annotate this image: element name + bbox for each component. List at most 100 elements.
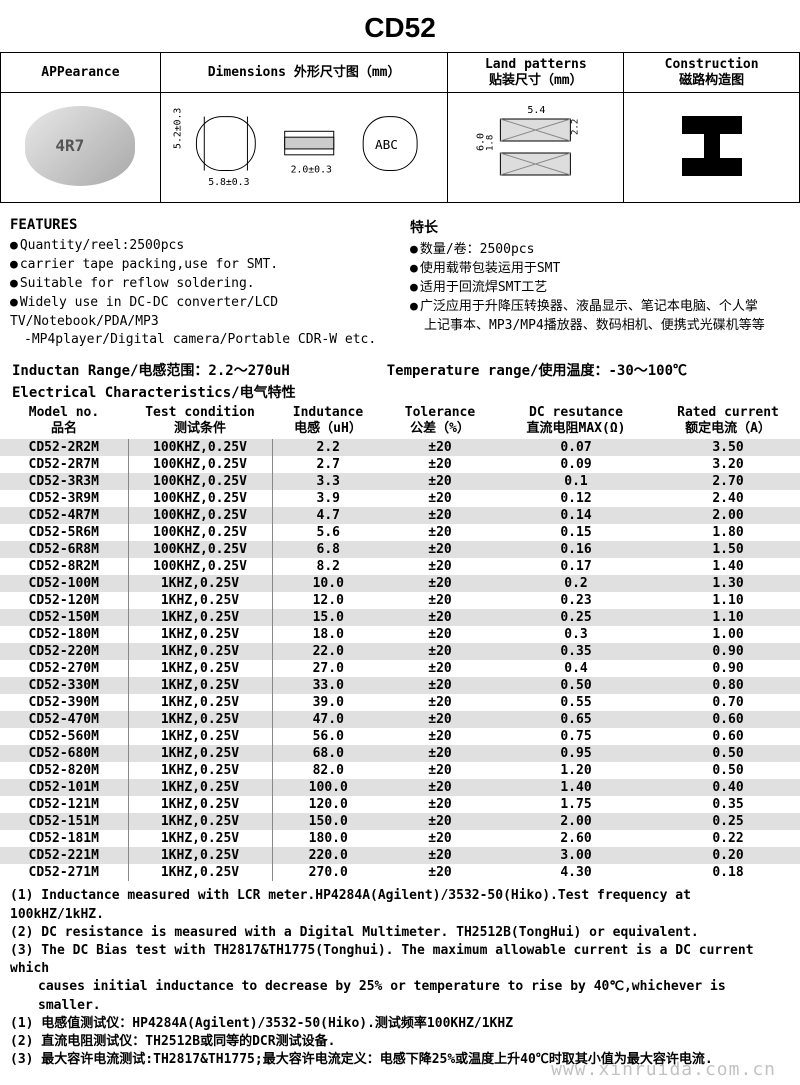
table-cell: 0.90 bbox=[656, 643, 800, 660]
table-cell: 4.30 bbox=[496, 864, 656, 881]
table-cell: ±20 bbox=[384, 626, 496, 643]
table-header: Indutance电感（uH） bbox=[272, 404, 384, 439]
table-cell: 1.20 bbox=[496, 762, 656, 779]
th-dimensions: Dimensions 外形尺寸图（mm） bbox=[160, 53, 448, 93]
table-cell: ±20 bbox=[384, 711, 496, 728]
table-cell: 0.50 bbox=[496, 677, 656, 694]
th-appearance: APPearance bbox=[1, 53, 161, 93]
table-cell: 4.7 bbox=[272, 507, 384, 524]
table-cell: 0.09 bbox=[496, 456, 656, 473]
table-cell: CD52-680M bbox=[0, 745, 128, 762]
th-land: Land patterns 贴装尺寸（mm） bbox=[448, 53, 624, 93]
table-cell: ±20 bbox=[384, 575, 496, 592]
table-header: DC resutance直流电阻MAX(Ω) bbox=[496, 404, 656, 439]
table-cell: 3.00 bbox=[496, 847, 656, 864]
table-cell: 0.55 bbox=[496, 694, 656, 711]
table-cell: 22.0 bbox=[272, 643, 384, 660]
table-row: CD52-101M1KHZ,0.25V100.0±201.400.40 bbox=[0, 779, 800, 796]
table-cell: 1KHZ,0.25V bbox=[128, 864, 272, 881]
table-cell: 1KHZ,0.25V bbox=[128, 592, 272, 609]
table-cell: 15.0 bbox=[272, 609, 384, 626]
table-cell: 220.0 bbox=[272, 847, 384, 864]
table-cell: CD52-6R8M bbox=[0, 541, 128, 558]
note-line: (1) Inductance measured with LCR meter.H… bbox=[10, 887, 790, 923]
table-row: CD52-270M1KHZ,0.25V27.0±200.40.90 bbox=[0, 660, 800, 677]
table-cell: 120.0 bbox=[272, 796, 384, 813]
construction-cell bbox=[624, 93, 800, 203]
table-cell: 0.17 bbox=[496, 558, 656, 575]
table-cell: 1.80 bbox=[656, 524, 800, 541]
table-cell: 0.35 bbox=[496, 643, 656, 660]
table-cell: CD52-3R3M bbox=[0, 473, 128, 490]
table-cell: CD52-330M bbox=[0, 677, 128, 694]
table-cell: 1KHZ,0.25V bbox=[128, 609, 272, 626]
table-cell: 1KHZ,0.25V bbox=[128, 626, 272, 643]
table-cell: 56.0 bbox=[272, 728, 384, 745]
table-row: CD52-820M1KHZ,0.25V82.0±201.200.50 bbox=[0, 762, 800, 779]
table-cell: CD52-3R9M bbox=[0, 490, 128, 507]
table-cell: 1KHZ,0.25V bbox=[128, 677, 272, 694]
table-cell: ±20 bbox=[384, 694, 496, 711]
table-cell: ±20 bbox=[384, 592, 496, 609]
feature-line: -MP4player/Digital camera/Portable CDR-W… bbox=[10, 331, 390, 350]
note-line: (2) DC resistance is measured with a Dig… bbox=[10, 924, 790, 942]
th-construction: Construction 磁路构造图 bbox=[624, 53, 800, 93]
table-cell: ±20 bbox=[384, 728, 496, 745]
note-line: (1) 电感值测试仪：HP4284A(Agilent)/3532-50(Hiko… bbox=[10, 1015, 790, 1033]
table-cell: 2.00 bbox=[656, 507, 800, 524]
feature-line: Widely use in DC-DC converter/LCD TV/Not… bbox=[10, 294, 390, 332]
table-cell: ±20 bbox=[384, 439, 496, 456]
table-cell: CD52-220M bbox=[0, 643, 128, 660]
table-cell: 33.0 bbox=[272, 677, 384, 694]
data-table: Model no.品名Test condition测试条件Indutance电感… bbox=[0, 404, 800, 881]
table-cell: 0.25 bbox=[656, 813, 800, 830]
features-en-col: FEATURES Quantity/reel:2500pcscarrier ta… bbox=[10, 217, 390, 350]
table-cell: ±20 bbox=[384, 796, 496, 813]
features-cn-col: 特长 数量/卷：2500pcs使用载带包装运用于SMT适用于回流焊SMT工艺广泛… bbox=[410, 217, 790, 350]
table-cell: 100KHZ,0.25V bbox=[128, 439, 272, 456]
table-cell: ±20 bbox=[384, 677, 496, 694]
table-cell: CD52-150M bbox=[0, 609, 128, 626]
table-cell: 100KHZ,0.25V bbox=[128, 558, 272, 575]
table-cell: 1KHZ,0.25V bbox=[128, 728, 272, 745]
table-row: CD52-390M1KHZ,0.25V39.0±200.550.70 bbox=[0, 694, 800, 711]
table-cell: 0.70 bbox=[656, 694, 800, 711]
feature-line: 上记事本、MP3/MP4播放器、数码相机、便携式光碟机等等 bbox=[410, 317, 790, 336]
features-en-heading: FEATURES bbox=[10, 217, 390, 233]
header-table: APPearance Dimensions 外形尺寸图（mm） Land pat… bbox=[0, 52, 800, 203]
table-header: Model no.品名 bbox=[0, 404, 128, 439]
table-cell: 100KHZ,0.25V bbox=[128, 456, 272, 473]
table-cell: 2.00 bbox=[496, 813, 656, 830]
features-cn-heading: 特长 bbox=[410, 217, 790, 237]
table-cell: 0.80 bbox=[656, 677, 800, 694]
table-cell: ±20 bbox=[384, 813, 496, 830]
table-row: CD52-120M1KHZ,0.25V12.0±200.231.10 bbox=[0, 592, 800, 609]
table-row: CD52-271M1KHZ,0.25V270.0±204.300.18 bbox=[0, 864, 800, 881]
svg-text:2.0±0.3: 2.0±0.3 bbox=[290, 164, 331, 175]
ranges-row: Inductan Range/电感范围：2.2～270uH Temperatur… bbox=[0, 358, 800, 382]
table-cell: 0.25 bbox=[496, 609, 656, 626]
table-row: CD52-8R2M100KHZ,0.25V8.2±200.171.40 bbox=[0, 558, 800, 575]
table-cell: 18.0 bbox=[272, 626, 384, 643]
table-header: Test condition测试条件 bbox=[128, 404, 272, 439]
table-cell: 1.00 bbox=[656, 626, 800, 643]
dimensions-diagram-icon: 5.2±0.3 5.8±0.3 2.0±0.3 ABC bbox=[167, 101, 442, 191]
table-cell: 0.75 bbox=[496, 728, 656, 745]
table-cell: 47.0 bbox=[272, 711, 384, 728]
table-row: CD52-221M1KHZ,0.25V220.0±203.000.20 bbox=[0, 847, 800, 864]
table-cell: ±20 bbox=[384, 456, 496, 473]
table-cell: 1.10 bbox=[656, 592, 800, 609]
table-cell: 0.2 bbox=[496, 575, 656, 592]
table-cell: 0.3 bbox=[496, 626, 656, 643]
table-cell: ±20 bbox=[384, 473, 496, 490]
table-cell: CD52-4R7M bbox=[0, 507, 128, 524]
inductor-photo-icon bbox=[25, 106, 135, 186]
table-cell: 2.2 bbox=[272, 439, 384, 456]
table-cell: 0.35 bbox=[656, 796, 800, 813]
table-cell: 1.75 bbox=[496, 796, 656, 813]
table-cell: 12.0 bbox=[272, 592, 384, 609]
table-cell: 2.7 bbox=[272, 456, 384, 473]
table-cell: 1KHZ,0.25V bbox=[128, 830, 272, 847]
table-row: CD52-151M1KHZ,0.25V150.0±202.000.25 bbox=[0, 813, 800, 830]
table-cell: CD52-8R2M bbox=[0, 558, 128, 575]
